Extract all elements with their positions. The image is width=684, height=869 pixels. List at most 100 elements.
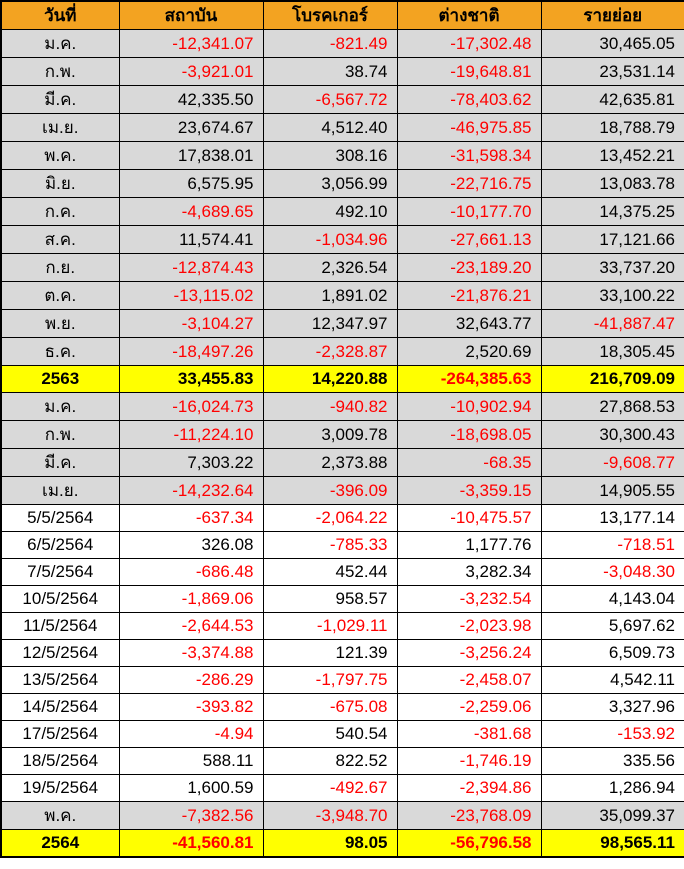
table-row-day: 5/5/2564 -637.34 -2,064.22 -10,475.57 13,177… xyxy=(0,504,684,532)
date-cell: 17/5/2564 xyxy=(0,720,120,748)
date-cell: มี.ค. xyxy=(0,448,120,477)
value-cell: -2,023.98 xyxy=(396,612,542,640)
value-cell: -675.08 xyxy=(262,693,398,721)
value-cell: -1,746.19 xyxy=(396,747,542,775)
date-cell: 10/5/2564 xyxy=(0,585,120,613)
value-cell: -23,189.20 xyxy=(396,253,542,282)
value-cell: -3,048.30 xyxy=(540,558,684,586)
value-cell: 38.74 xyxy=(262,57,398,86)
value-cell: -14,232.64 xyxy=(118,476,264,505)
table-row-month: ม.ค. -12,341.07 -821.49 -17,302.48 30,465.05 xyxy=(0,29,684,58)
table-row-month: ก.ค. -4,689.65 492.10 -10,177.70 14,375.25 xyxy=(0,197,684,226)
column-header-1: สถาบัน xyxy=(118,0,264,30)
table-row-month: ส.ค. 11,574.41 -1,034.96 -27,661.13 17,121.6… xyxy=(0,225,684,254)
date-cell: 11/5/2564 xyxy=(0,612,120,640)
date-cell: 2563 xyxy=(0,365,120,393)
value-cell: -4,689.65 xyxy=(118,197,264,226)
value-cell: 822.52 xyxy=(262,747,398,775)
table-row-day: 7/5/2564 -686.48 452.44 3,282.34 -3,048.30 xyxy=(0,558,684,586)
date-cell: ต.ค. xyxy=(0,281,120,310)
value-cell: -13,115.02 xyxy=(118,281,264,310)
date-cell: พ.ค. xyxy=(0,801,120,830)
date-cell: ก.พ. xyxy=(0,57,120,86)
value-cell: 14,905.55 xyxy=(540,476,684,505)
value-cell: -18,497.26 xyxy=(118,337,264,366)
value-cell: -41,560.81 xyxy=(118,829,264,858)
value-cell: 335.56 xyxy=(540,747,684,775)
value-cell: 4,512.40 xyxy=(262,113,398,142)
value-cell: 30,465.05 xyxy=(540,29,684,58)
table-header: วันที่ สถาบัน โบรคเกอร์ ต่างชาติ รายย่อย xyxy=(0,0,684,30)
value-cell: 308.16 xyxy=(262,141,398,170)
value-cell: 4,143.04 xyxy=(540,585,684,613)
date-cell: ก.ย. xyxy=(0,253,120,282)
value-cell: -10,902.94 xyxy=(396,392,542,421)
value-cell: -153.92 xyxy=(540,720,684,748)
table-row-day: 19/5/2564 1,600.59 -492.67 -2,394.86 1,286.9… xyxy=(0,774,684,802)
value-cell: -18,698.05 xyxy=(396,420,542,449)
table-row-day: 18/5/2564 588.11 822.52 -1,746.19 335.56 xyxy=(0,747,684,775)
table-row-month: พ.ย. -3,104.27 12,347.97 32,643.77 -41,887.4… xyxy=(0,309,684,338)
table-row-year: 2564 -41,560.81 98.05 -56,796.58 98,565.11 xyxy=(0,829,684,858)
value-cell: 3,282.34 xyxy=(396,558,542,586)
value-cell: -1,029.11 xyxy=(262,612,398,640)
value-cell: 3,009.78 xyxy=(262,420,398,449)
value-cell: -3,359.15 xyxy=(396,476,542,505)
value-cell: -2,328.87 xyxy=(262,337,398,366)
value-cell: 1,600.59 xyxy=(118,774,264,802)
header-row: วันที่ สถาบัน โบรคเกอร์ ต่างชาติ รายย่อย xyxy=(0,0,684,30)
table-row-month: ก.ย. -12,874.43 2,326.54 -23,189.20 33,737.2… xyxy=(0,253,684,282)
value-cell: -3,921.01 xyxy=(118,57,264,86)
value-cell: -10,177.70 xyxy=(396,197,542,226)
value-cell: -12,874.43 xyxy=(118,253,264,282)
value-cell: -3,374.88 xyxy=(118,639,264,667)
value-cell: 13,177.14 xyxy=(540,504,684,532)
value-cell: 13,452.21 xyxy=(540,141,684,170)
table-row-day: 10/5/2564 -1,869.06 958.57 -3,232.54 4,143.0… xyxy=(0,585,684,613)
table-row-month: ม.ค. -16,024.73 -940.82 -10,902.94 27,868.53 xyxy=(0,392,684,421)
date-cell: 18/5/2564 xyxy=(0,747,120,775)
value-cell: 17,838.01 xyxy=(118,141,264,170)
value-cell: -56,796.58 xyxy=(396,829,542,858)
date-cell: มิ.ย. xyxy=(0,169,120,198)
date-cell: ม.ค. xyxy=(0,29,120,58)
value-cell: 326.08 xyxy=(118,531,264,559)
value-cell: -22,716.75 xyxy=(396,169,542,198)
value-cell: 1,177.76 xyxy=(396,531,542,559)
value-cell: -27,661.13 xyxy=(396,225,542,254)
value-cell: -4.94 xyxy=(118,720,264,748)
date-cell: มี.ค. xyxy=(0,85,120,114)
table-row-day: 14/5/2564 -393.82 -675.08 -2,259.06 3,327.96 xyxy=(0,693,684,721)
value-cell: -2,064.22 xyxy=(262,504,398,532)
value-cell: 23,531.14 xyxy=(540,57,684,86)
value-cell: 17,121.66 xyxy=(540,225,684,254)
date-cell: 19/5/2564 xyxy=(0,774,120,802)
date-cell: ธ.ค. xyxy=(0,337,120,366)
value-cell: -3,948.70 xyxy=(262,801,398,830)
value-cell: 42,635.81 xyxy=(540,85,684,114)
value-cell: 35,099.37 xyxy=(540,801,684,830)
value-cell: -2,259.06 xyxy=(396,693,542,721)
date-cell: ก.พ. xyxy=(0,420,120,449)
date-cell: 2564 xyxy=(0,829,120,858)
value-cell: -821.49 xyxy=(262,29,398,58)
value-cell: 11,574.41 xyxy=(118,225,264,254)
value-cell: 33,455.83 xyxy=(118,365,264,393)
value-cell: 452.44 xyxy=(262,558,398,586)
date-cell: 5/5/2564 xyxy=(0,504,120,532)
table-row-month: พ.ค. 17,838.01 308.16 -31,598.34 13,452.21 xyxy=(0,141,684,170)
value-cell: -286.29 xyxy=(118,666,264,694)
table-row-year: 2563 33,455.83 14,220.88 -264,385.63 216,709… xyxy=(0,365,684,393)
table-row-month: เม.ย. 23,674.67 4,512.40 -46,975.85 18,788.7… xyxy=(0,113,684,142)
value-cell: -10,475.57 xyxy=(396,504,542,532)
value-cell: -2,458.07 xyxy=(396,666,542,694)
column-header-3: ต่างชาติ xyxy=(396,0,542,30)
date-cell: 14/5/2564 xyxy=(0,693,120,721)
value-cell: -12,341.07 xyxy=(118,29,264,58)
value-cell: -940.82 xyxy=(262,392,398,421)
table-row-day: 11/5/2564 -2,644.53 -1,029.11 -2,023.98 5,69… xyxy=(0,612,684,640)
value-cell: 6,575.95 xyxy=(118,169,264,198)
value-cell: -637.34 xyxy=(118,504,264,532)
value-cell: 3,056.99 xyxy=(262,169,398,198)
value-cell: 492.10 xyxy=(262,197,398,226)
